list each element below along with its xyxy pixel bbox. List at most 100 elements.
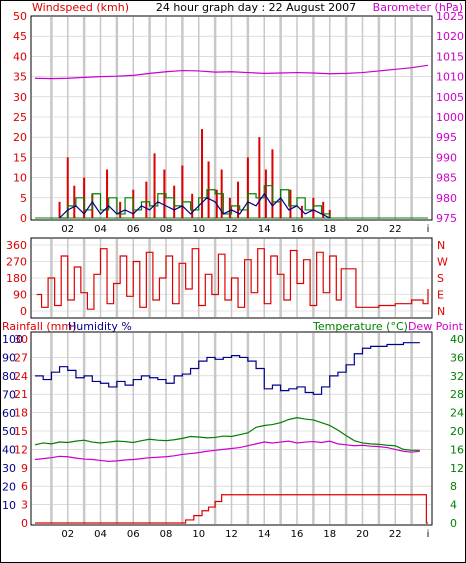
series-rainfall (35, 494, 428, 524)
y-tick-label-rainfall: 0 (21, 517, 28, 530)
y-tick-label-rainfall: 27 (14, 351, 28, 364)
y-tick-label-left: 0 (20, 212, 27, 225)
series-wind-direction (36, 248, 429, 310)
y-tick-label-temperature: 0 (450, 517, 457, 530)
x-tick-label: 02 (61, 224, 74, 235)
compass-label: N (437, 305, 445, 318)
y-tick-label-left: 50 (13, 10, 27, 23)
y-tick-label-temperature: 36 (450, 351, 464, 364)
y-tick-label-temperature: 28 (450, 388, 464, 401)
y-tick-label-left: 30 (13, 91, 27, 104)
series-wind-average (59, 192, 331, 219)
y-tick-label-temperature: 32 (450, 370, 464, 383)
x-tick-label: 10 (192, 224, 205, 235)
y-tick-label-left: 25 (13, 111, 27, 124)
y-tick-label-temperature: 16 (450, 443, 464, 456)
series-barometer (34, 64, 429, 80)
bar-wind-gust (300, 205, 303, 218)
y-tick-label-temperature: 4 (450, 499, 457, 512)
bar-wind-gust (279, 197, 282, 218)
temperature-axis-label: Temperature (°C) (312, 320, 408, 333)
y-tick-label-left: 35 (13, 71, 27, 84)
x-tick-label: 04 (94, 224, 107, 235)
bar-wind-gust (73, 185, 76, 218)
x-tick-label: 22 (389, 529, 402, 540)
bar-wind-gust (322, 201, 325, 218)
x-tick-label: 08 (160, 224, 173, 235)
bar-wind-gust (258, 137, 261, 218)
x-tick-label: 18 (323, 529, 336, 540)
compass-label: S (437, 272, 444, 285)
y-tick-label-right: 990 (436, 151, 457, 164)
y-tick-label-left: 10 (13, 172, 27, 185)
climate-panel-frame (30, 331, 433, 526)
bar-wind-gust (264, 169, 267, 218)
x-tick-label: 16 (291, 224, 304, 235)
y-tick-label-right: 1010 (436, 71, 464, 84)
y-tick-label-left: 90 (13, 289, 27, 302)
y-tick-label-rainfall: 3 (21, 499, 28, 512)
direction-panel-frame (30, 237, 433, 319)
x-tick-label: 04 (94, 529, 107, 540)
x-tick-label: 12 (225, 224, 238, 235)
y-tick-label-right: 1025 (436, 10, 464, 23)
chart-title: 24 hour graph day : 22 August 2007 (156, 1, 356, 14)
y-tick-label-temperature: 24 (450, 407, 464, 420)
y-tick-label-left: 15 (13, 151, 27, 164)
wind-axis-label: Windspeed (kmh) (32, 1, 129, 14)
y-tick-label-rainfall: 18 (14, 407, 28, 420)
x-tick-label: 14 (258, 224, 271, 235)
y-tick-label-right: 995 (436, 131, 457, 144)
humidity-axis-label: Humidity % (68, 320, 132, 333)
y-tick-label-rainfall: 6 (21, 480, 28, 493)
bar-wind-gust (289, 189, 292, 218)
x-tick-label: 20 (356, 224, 369, 235)
y-tick-label-temperature: 40 (450, 333, 464, 346)
y-tick-label-humidity: 40 (2, 444, 16, 457)
x-tick-label: 06 (127, 224, 140, 235)
barometer-axis-label: Barometer (hPa) (373, 1, 463, 14)
y-tick-label-humidity: 50 (2, 425, 16, 438)
y-tick-label-right: 985 (436, 172, 457, 185)
y-tick-label-humidity: 90 (2, 351, 16, 364)
bar-wind-gust (271, 149, 274, 218)
y-tick-label-rainfall: 15 (14, 425, 28, 438)
y-tick-label-humidity: 20 (2, 481, 16, 494)
x-tick-label: 14 (258, 529, 271, 540)
y-tick-label-humidity: 100 (2, 333, 23, 346)
x-tick-label: 20 (356, 529, 369, 540)
y-tick-label-left: 20 (13, 131, 27, 144)
bar-wind-gust (58, 201, 61, 218)
y-tick-label-humidity: 30 (2, 462, 16, 475)
rainfall-axis-label: Rainfall (mm) (2, 320, 76, 333)
y-tick-label-temperature: 20 (450, 425, 464, 438)
compass-label: E (437, 289, 444, 302)
bar-wind-gust (228, 197, 231, 218)
y-tick-label-right: 1000 (436, 111, 464, 124)
y-tick-label-right: 1020 (436, 30, 464, 43)
y-tick-label-left: 360 (6, 239, 27, 252)
y-tick-label-left: 45 (13, 30, 27, 43)
series-wind-lull (59, 185, 331, 219)
series-humidity (35, 342, 420, 395)
y-tick-label-rainfall: 12 (14, 443, 28, 456)
y-tick-label-rainfall: 30 (14, 333, 28, 346)
y-tick-label-humidity: 70 (2, 388, 16, 401)
series-dew-point (34, 440, 420, 462)
x-tick-label: 12 (225, 529, 238, 540)
y-tick-label-right: 1015 (436, 50, 464, 63)
x-tick-label: 06 (127, 529, 140, 540)
y-tick-label-temperature: 12 (450, 462, 464, 475)
bar-wind-gust (246, 157, 249, 218)
bar-wind-gust (201, 129, 204, 218)
x-tick-label: 08 (160, 529, 173, 540)
y-tick-label-left: 40 (13, 50, 27, 63)
compass-label: W (437, 256, 448, 269)
wind-panel-frame (30, 15, 433, 221)
y-tick-label-left: 180 (6, 272, 27, 285)
y-tick-label-left: 5 (20, 192, 27, 205)
y-tick-label-left: 270 (6, 256, 27, 269)
x-tick-label: 02 (61, 529, 74, 540)
bar-wind-gust (181, 165, 184, 218)
